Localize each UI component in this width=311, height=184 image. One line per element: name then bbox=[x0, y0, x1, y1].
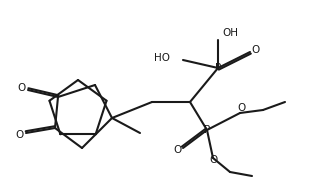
Text: O: O bbox=[210, 155, 218, 165]
Text: HO: HO bbox=[154, 53, 170, 63]
Text: O: O bbox=[16, 130, 24, 140]
Text: O: O bbox=[238, 103, 246, 113]
Text: O: O bbox=[18, 83, 26, 93]
Text: P: P bbox=[215, 63, 221, 73]
Text: O: O bbox=[252, 45, 260, 55]
Text: OH: OH bbox=[222, 28, 238, 38]
Text: P: P bbox=[204, 125, 210, 135]
Text: O: O bbox=[174, 145, 182, 155]
